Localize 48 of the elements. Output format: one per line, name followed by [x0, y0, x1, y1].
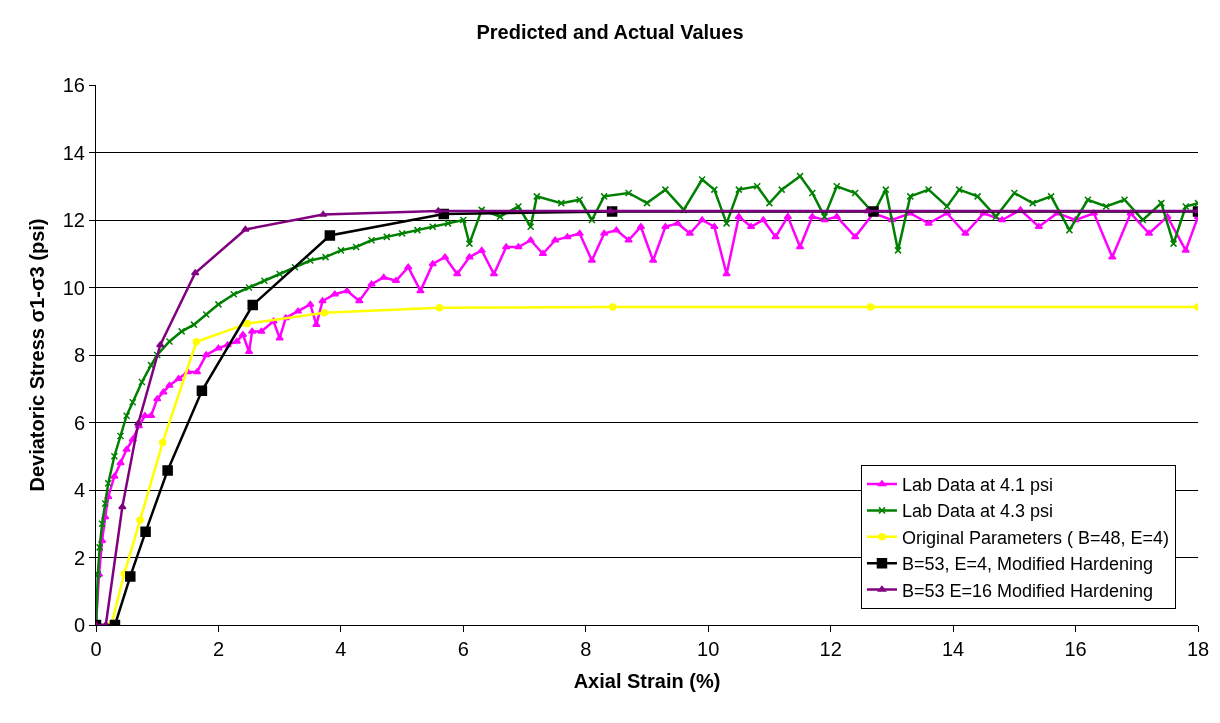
point: [156, 341, 165, 348]
legend-label: Lab Data at 4.1 psi: [901, 475, 1054, 496]
point: [136, 516, 144, 524]
x-tick-label: 16: [1064, 638, 1087, 660]
point: [158, 438, 167, 447]
y-tick-label: 6: [73, 411, 85, 434]
point: [118, 503, 127, 510]
point: [241, 225, 250, 232]
point: [434, 207, 443, 214]
x-tick-label: 10: [697, 638, 720, 660]
point: [140, 526, 151, 538]
point: [125, 571, 136, 582]
point: [324, 230, 336, 241]
y-tick-label: 0: [73, 614, 85, 636]
point: [866, 303, 875, 311]
point: [243, 319, 251, 328]
point: [863, 207, 872, 214]
y-tick-label: 2: [73, 546, 85, 569]
point: [435, 304, 444, 312]
point: [318, 210, 328, 217]
x-tick-label: 6: [457, 638, 469, 660]
x-tick-label: 2: [212, 638, 224, 660]
legend-label: Lab Data at 4.3 psi: [901, 501, 1054, 522]
y-tick-label: 8: [73, 344, 85, 366]
point: [247, 299, 258, 311]
x-tick-label: 8: [580, 638, 592, 660]
x-tick-label: 12: [819, 638, 842, 660]
point: [192, 338, 201, 346]
y-tick-label: 10: [62, 276, 85, 299]
x-tick-label: 0: [90, 638, 102, 660]
x-tick-label: 4: [335, 638, 347, 660]
x-tick-label: 18: [1186, 638, 1210, 660]
y-tick-label: 14: [62, 141, 85, 164]
y-tick-label: 16: [62, 74, 85, 96]
point: [196, 385, 208, 397]
y-axis-title: Deviatoric Stress σ1-σ3 (psi): [26, 218, 49, 492]
point: [320, 309, 329, 317]
point: [162, 465, 173, 476]
y-tick-label: 4: [73, 479, 85, 501]
y-tick-label: 12: [62, 209, 85, 231]
x-axis-title: Axial Strain (%): [573, 669, 721, 692]
point: [190, 269, 200, 276]
legend-label: Original Parameters ( B=48, E=4): [901, 527, 1170, 548]
point: [608, 303, 617, 311]
x-tick-label: 14: [941, 638, 965, 660]
legend-label: B=53 E=16 Modified Hardening: [901, 580, 1154, 601]
legend-label: B=53, E=4, Modified Hardening: [901, 554, 1154, 575]
chart-title: Predicted and Actual Values: [476, 21, 744, 44]
